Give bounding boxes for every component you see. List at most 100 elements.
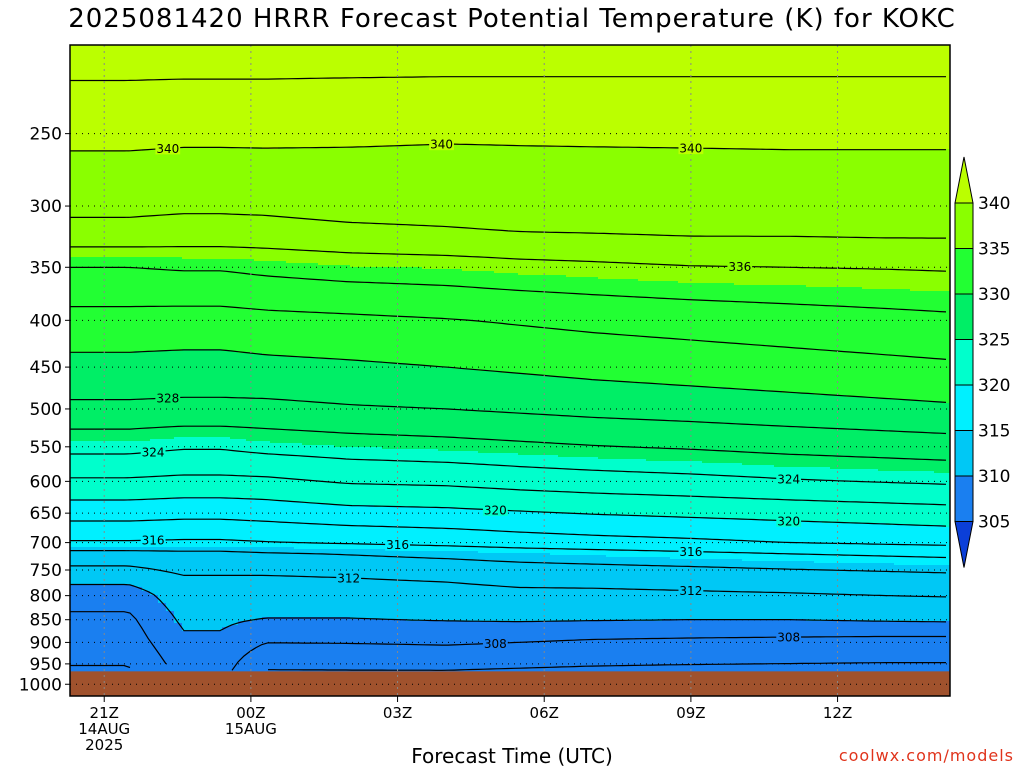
- theta-fill-cell: [230, 147, 239, 260]
- theta-fill-cell: [422, 145, 431, 270]
- contour-label-bg: [678, 545, 704, 558]
- theta-fill-cell: [822, 563, 831, 622]
- theta-fill-cell: [150, 45, 159, 150]
- theta-fill-cell: [910, 621, 919, 696]
- theta-fill-cell: [574, 379, 583, 458]
- theta-fill-cell: [750, 519, 759, 562]
- theta-fill-cell: [238, 45, 247, 148]
- theta-fill-cell: [278, 147, 287, 262]
- theta-fill-cell: [350, 45, 359, 148]
- theta-fill-cell: [630, 383, 639, 460]
- theta-fill-cell: [110, 353, 119, 442]
- theta-fill-cell: [134, 151, 143, 258]
- theta-fill-cell: [134, 499, 143, 548]
- theta-fill-cell: [158, 45, 167, 150]
- theta-fill-cell: [406, 551, 415, 622]
- theta-fill-cell: [894, 565, 903, 622]
- theta-fill-cell: [462, 551, 471, 622]
- theta-fill-cell: [126, 45, 135, 152]
- x-tick-label: 12Z: [823, 704, 852, 722]
- theta-fill-cell: [942, 291, 950, 404]
- theta-fill-cell: [598, 381, 607, 460]
- theta-fill-cell: [310, 147, 319, 264]
- theta-fill-cell: [790, 149, 799, 286]
- theta-fill-cell: [486, 553, 495, 622]
- theta-fill-cell: [934, 45, 943, 150]
- theta-fill-cell: [542, 275, 551, 376]
- theta-fill-cell: [374, 45, 383, 148]
- theta-fill-cell: [430, 621, 439, 696]
- contour-label: 320: [777, 514, 800, 528]
- theta-fill-cell: [750, 285, 759, 390]
- theta-fill-cell: [358, 147, 367, 268]
- theta-fill-cell: [926, 149, 935, 292]
- theta-fill-cell: [126, 151, 135, 258]
- theta-fill-cell: [278, 443, 287, 502]
- colorbar-segment: [954, 248, 974, 295]
- theta-fill-cell: [606, 45, 615, 148]
- theta-fill-cell: [310, 263, 319, 358]
- theta-fill-cell: [670, 45, 679, 148]
- theta-fill-cell: [934, 149, 943, 292]
- theta-fill-cell: [206, 45, 215, 148]
- theta-fill-cell: [830, 149, 839, 288]
- theta-fill-cell: [270, 443, 279, 502]
- contour-310: [70, 583, 947, 632]
- theta-fill-cell: [574, 457, 583, 514]
- theta-fill-cell: [366, 549, 375, 620]
- theta-fill-cell: [334, 265, 343, 360]
- theta-fill-cell: [694, 45, 703, 150]
- theta-fill-cell: [710, 619, 719, 696]
- theta-fill-cell: [798, 521, 807, 562]
- theta-fill-cell: [942, 149, 950, 292]
- theta-fill-cell: [862, 289, 871, 398]
- x-tick-label: 2025: [85, 736, 123, 754]
- theta-fill-cell: [766, 619, 775, 696]
- theta-fill-cell: [270, 261, 279, 356]
- theta-fill-cell: [910, 45, 919, 150]
- theta-fill-cell: [294, 501, 303, 550]
- theta-fill-cell: [830, 395, 839, 470]
- theta-fill-cell: [430, 551, 439, 622]
- theta-fill-cell: [102, 499, 111, 548]
- theta-fill-cell: [670, 619, 679, 696]
- theta-fill-cell: [606, 381, 615, 460]
- theta-fill-cell: [446, 145, 455, 270]
- contour-326: [70, 425, 947, 461]
- y-tick-label: 550: [30, 438, 62, 458]
- theta-fill-cell: [830, 563, 839, 622]
- theta-fill-cell: [822, 621, 831, 696]
- theta-fill-cell: [78, 257, 87, 354]
- theta-fill-cell: [718, 559, 727, 620]
- theta-fill-cell: [350, 619, 359, 696]
- theta-fill-cell: [438, 507, 447, 552]
- theta-fill-cell: [614, 45, 623, 148]
- contour-label-bg: [482, 637, 508, 650]
- theta-fill-cell: [590, 621, 599, 696]
- theta-fill-cell: [446, 451, 455, 508]
- credit-link[interactable]: coolwx.com/models: [838, 746, 1014, 765]
- theta-fill-cell: [614, 279, 623, 382]
- theta-fill-cell: [366, 619, 375, 696]
- theta-fill-cell: [934, 621, 943, 696]
- theta-fill-cell: [438, 551, 447, 622]
- theta-fill-cell: [790, 285, 799, 394]
- theta-fill-cell: [558, 377, 567, 458]
- theta-fill-cell: [686, 385, 695, 462]
- theta-fill-cell: [742, 285, 751, 390]
- theta-fill-cell: [534, 45, 543, 146]
- theta-fill-cell: [182, 547, 191, 632]
- theta-fill-cell: [854, 397, 863, 470]
- contour-332: [70, 305, 947, 360]
- x-tick-label: 03Z: [383, 704, 412, 722]
- y-tick-label: 450: [30, 358, 62, 378]
- theta-fill-cell: [582, 45, 591, 148]
- theta-fill-cell: [758, 391, 767, 466]
- theta-fill-cell: [470, 551, 479, 622]
- theta-fill-cell: [622, 147, 631, 280]
- theta-fill-cell: [262, 617, 271, 696]
- contour-label: 312: [337, 571, 360, 585]
- plot-frame: [69, 44, 951, 697]
- theta-fill-cell: [158, 499, 167, 548]
